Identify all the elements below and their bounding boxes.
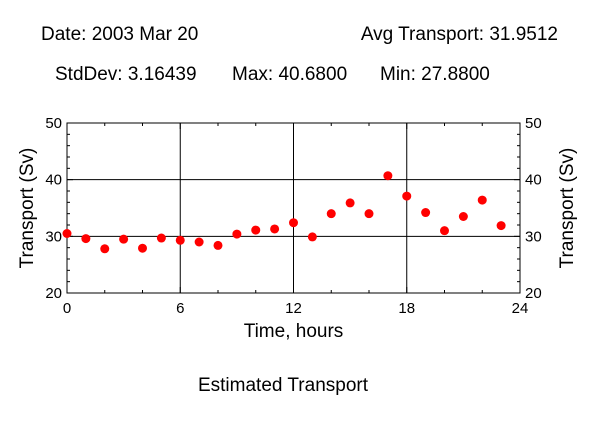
data-point — [402, 191, 412, 201]
y-axis-label-left: Transport (Sv) — [17, 148, 38, 269]
data-point — [326, 209, 336, 219]
data-point — [364, 209, 374, 219]
x-tick-label: 0 — [63, 300, 71, 317]
data-point — [251, 225, 261, 235]
data-point — [81, 234, 91, 244]
data-point — [138, 243, 147, 253]
data-point — [213, 240, 223, 250]
y-tick-label-left: 20 — [45, 285, 62, 302]
data-point — [477, 195, 487, 205]
max-label: Max: 40.6800 — [232, 64, 348, 85]
x-axis-label: Time, hours — [244, 321, 344, 342]
data-point — [496, 221, 506, 231]
data-point — [100, 244, 110, 254]
y-axis-label-right: Transport (Sv) — [557, 148, 578, 269]
data-point — [270, 224, 280, 234]
y-tick-label-left: 40 — [45, 172, 62, 189]
data-point — [421, 208, 431, 218]
avg-transport-label: Avg Transport: 31.9512 — [360, 24, 558, 45]
grid-lines — [67, 123, 520, 293]
data-point — [383, 171, 393, 181]
y-tick-label-right: 30 — [525, 228, 542, 245]
data-point — [440, 226, 449, 236]
min-label: Min: 27.8800 — [380, 64, 490, 85]
x-tick-label: 6 — [176, 300, 184, 317]
data-point — [289, 218, 298, 228]
date-label: Date: 2003 Mar 20 — [41, 24, 199, 45]
chart-caption: Estimated Transport — [197, 375, 369, 396]
x-tick-label: 24 — [512, 300, 529, 317]
y-tick-label-right: 40 — [525, 172, 542, 189]
y-tick-label-left: 50 — [45, 115, 62, 132]
x-tick-label: 18 — [398, 300, 415, 317]
data-point — [119, 234, 129, 244]
data-point — [232, 229, 242, 239]
data-points — [62, 171, 506, 254]
data-point — [62, 229, 72, 238]
x-tick-label: 12 — [285, 300, 302, 317]
y-tick-label-left: 30 — [45, 228, 62, 245]
data-point — [458, 212, 468, 221]
data-point — [194, 237, 204, 247]
data-point — [307, 232, 317, 242]
y-tick-label-right: 50 — [525, 115, 542, 132]
y-tick-label-right: 20 — [525, 285, 542, 302]
data-point — [345, 198, 355, 208]
data-point — [156, 233, 166, 243]
stddev-label: StdDev: 3.16439 — [55, 64, 197, 85]
data-point — [175, 235, 185, 245]
